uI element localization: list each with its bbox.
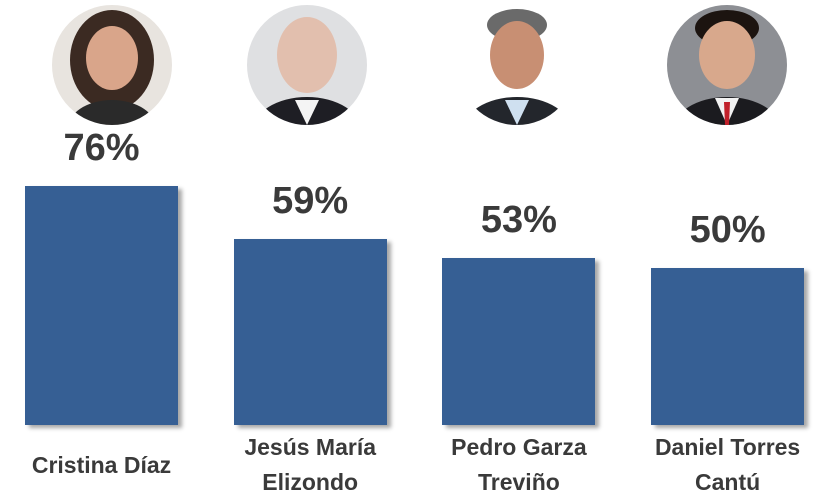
category-label: Jesús María Elizondo <box>244 434 377 495</box>
photo <box>247 5 367 125</box>
photo <box>667 5 787 125</box>
photos <box>52 5 787 125</box>
value-label: 59% <box>272 180 349 223</box>
category-label: Pedro Garza Treviño <box>451 434 587 495</box>
photo <box>52 5 172 125</box>
bar <box>233 239 387 425</box>
value-label: 50% <box>689 208 766 251</box>
bar <box>25 186 178 425</box>
value-label: 53% <box>480 199 557 242</box>
value-label: 76% <box>63 127 140 169</box>
category-label: Cristina Díaz <box>31 451 172 478</box>
photo <box>457 5 577 125</box>
bar <box>442 258 596 425</box>
category-label: Daniel Torres Cantú <box>654 434 801 495</box>
bar <box>651 267 805 425</box>
